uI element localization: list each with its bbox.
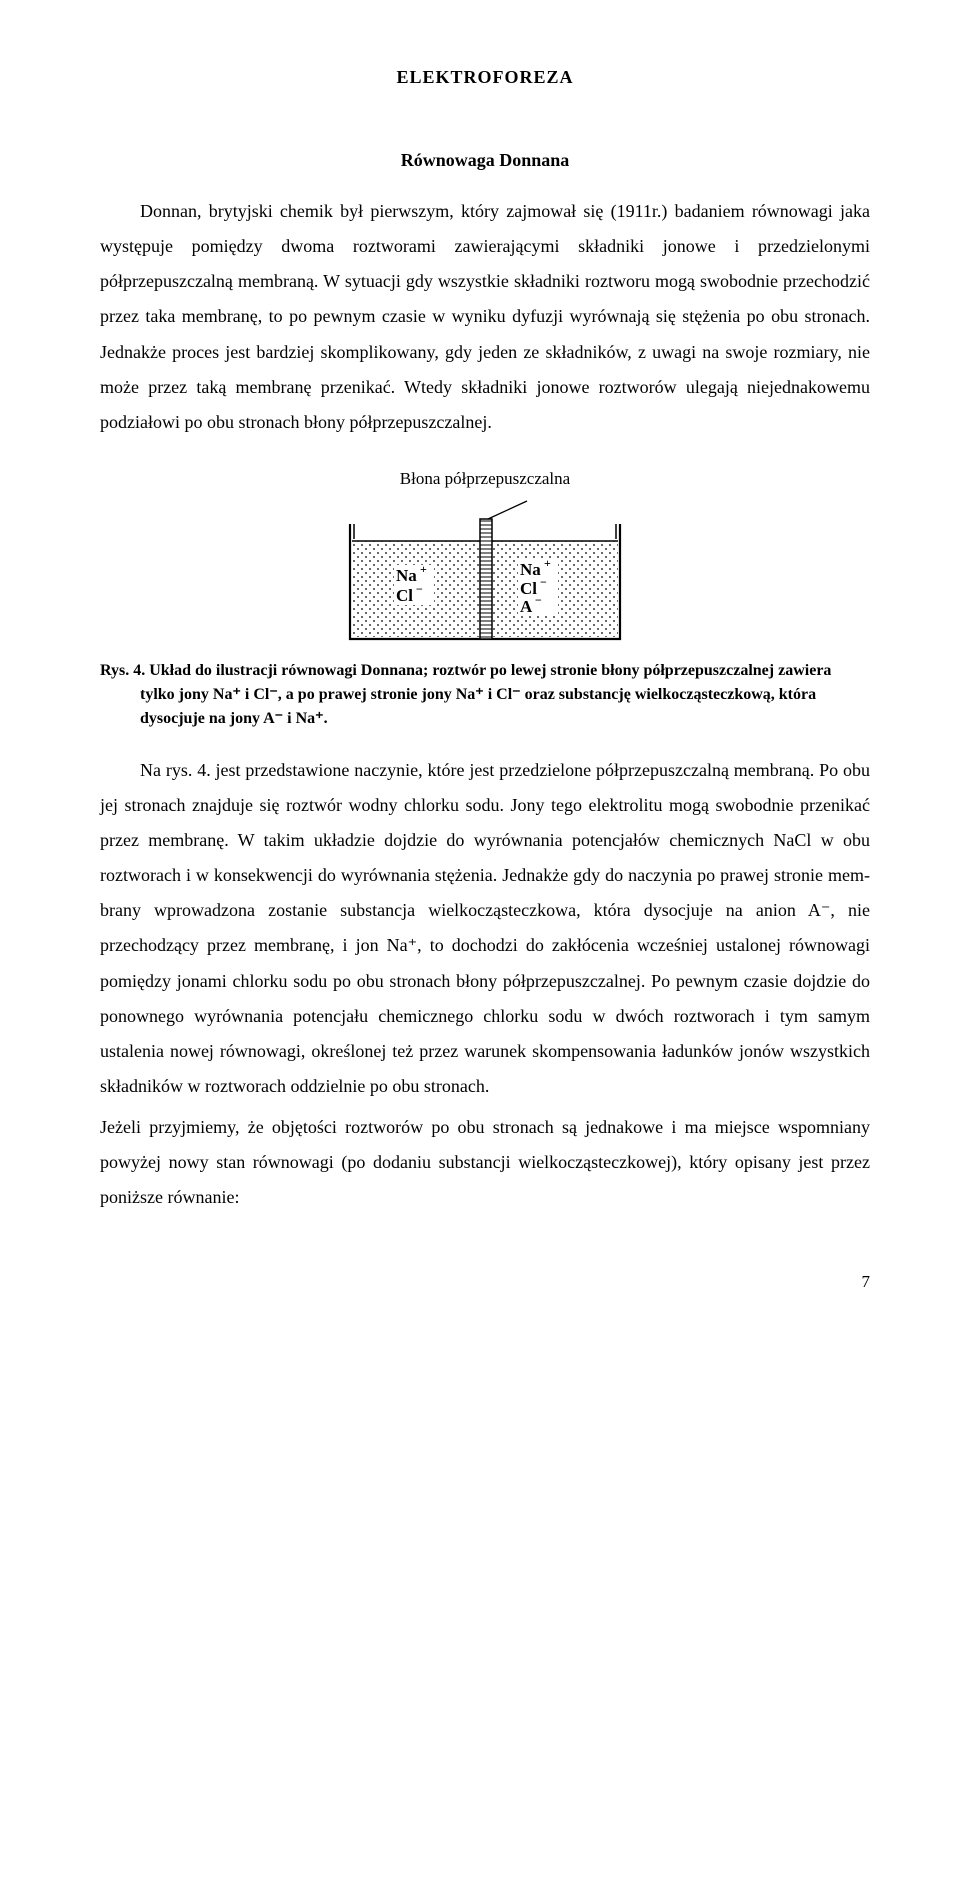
svg-text:+: + [544, 556, 551, 570]
caption-lead: Rys. 4. [100, 662, 149, 679]
svg-text:−: − [540, 575, 547, 589]
svg-text:−: − [416, 582, 423, 596]
svg-text:−: − [535, 593, 542, 607]
paragraph-3: Jeżeli przyjmiemy, że objętości roztworó… [100, 1110, 870, 1215]
figure-top-label: Błona półprzepuszczalna [100, 462, 870, 495]
paragraph-intro: Donnan, brytyjski chemik był pierwszym, … [100, 194, 870, 440]
paragraph-2: Na rys. 4. jest przedstawione naczynie, … [100, 753, 870, 1104]
donnan-diagram-svg: Na + Cl − Na + Cl − A − [340, 499, 630, 649]
svg-text:Na: Na [520, 560, 541, 579]
svg-text:A: A [520, 597, 533, 616]
svg-text:Na: Na [396, 566, 417, 585]
figure-caption: Rys. 4. Układ do ilustracji równowagi Do… [100, 659, 870, 731]
caption-text: Układ do ilustracji równowagi Donnana; r… [140, 662, 831, 727]
svg-text:+: + [420, 562, 427, 576]
page-header: ELEKTROFOREZA [100, 60, 870, 95]
section-title: Równowaga Donnana [100, 143, 870, 178]
figure-donnan: Błona półprzepuszczalna [100, 462, 870, 649]
svg-text:Cl: Cl [396, 586, 413, 605]
page-number: 7 [100, 1265, 870, 1298]
